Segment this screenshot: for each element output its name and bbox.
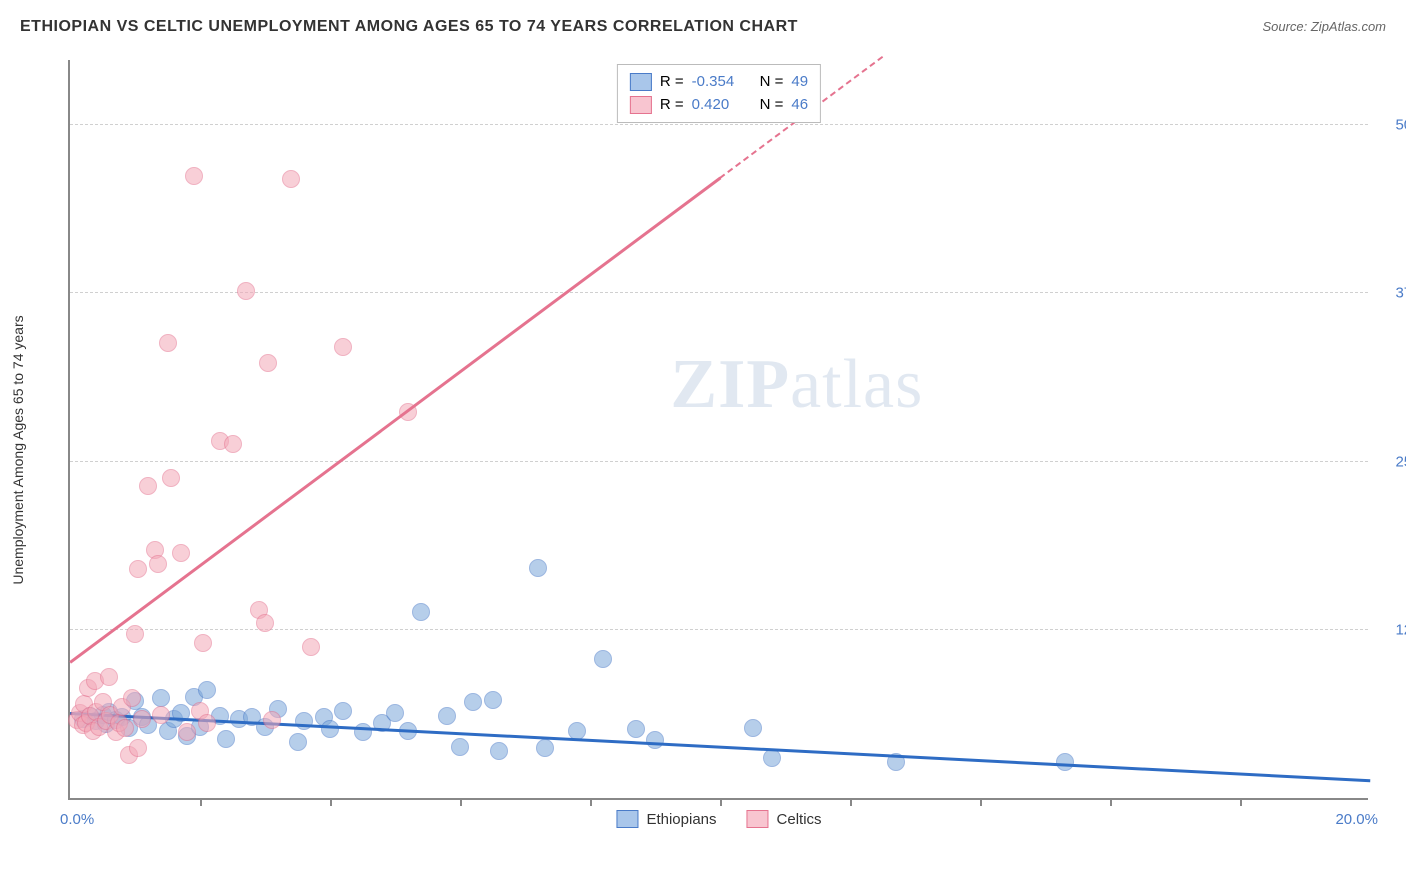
data-point bbox=[412, 603, 430, 621]
x-tick bbox=[1240, 798, 1242, 806]
data-point bbox=[529, 559, 547, 577]
x-axis-max-label: 20.0% bbox=[1335, 811, 1378, 828]
data-point bbox=[133, 710, 151, 728]
gridline bbox=[70, 292, 1368, 293]
legend-row: R = 0.420 N = 46 bbox=[630, 94, 808, 117]
data-point bbox=[451, 738, 469, 756]
data-point bbox=[224, 435, 242, 453]
n-value: 46 bbox=[791, 94, 808, 117]
x-tick bbox=[330, 798, 332, 806]
data-point bbox=[1056, 753, 1074, 771]
data-point bbox=[159, 334, 177, 352]
data-point bbox=[594, 650, 612, 668]
r-label: R = bbox=[660, 94, 684, 117]
series-legend: Ethiopians Celtics bbox=[616, 810, 821, 828]
plot-area: ZIPatlas R =-0.354N =49R =0.420N =46 0.0… bbox=[68, 60, 1368, 800]
n-label: N = bbox=[760, 94, 784, 117]
legend-swatch bbox=[616, 810, 638, 828]
legend-swatch bbox=[747, 810, 769, 828]
r-label: R = bbox=[660, 71, 684, 94]
legend-label: Celtics bbox=[777, 811, 822, 828]
x-axis-min-label: 0.0% bbox=[60, 811, 94, 828]
data-point bbox=[256, 614, 274, 632]
y-tick-label: 50.0% bbox=[1395, 117, 1406, 134]
watermark-zip: ZIP bbox=[670, 346, 790, 423]
data-point bbox=[464, 693, 482, 711]
data-point bbox=[152, 706, 170, 724]
gridline bbox=[70, 124, 1368, 125]
trend-line bbox=[69, 177, 720, 663]
x-tick bbox=[980, 798, 982, 806]
data-point bbox=[217, 730, 235, 748]
data-point bbox=[334, 702, 352, 720]
y-axis-label: Unemployment Among Ages 65 to 74 years bbox=[10, 315, 26, 584]
data-point bbox=[386, 704, 404, 722]
legend-row: R = -0.354 N = 49 bbox=[630, 71, 808, 94]
data-point bbox=[334, 338, 352, 356]
data-point bbox=[237, 282, 255, 300]
legend-swatch bbox=[630, 96, 652, 114]
y-tick-label: 12.5% bbox=[1395, 621, 1406, 638]
n-label: N = bbox=[760, 71, 784, 94]
data-point bbox=[116, 719, 134, 737]
data-point bbox=[263, 711, 281, 729]
x-tick bbox=[1110, 798, 1112, 806]
data-point bbox=[139, 477, 157, 495]
data-point bbox=[185, 167, 203, 185]
data-point bbox=[259, 354, 277, 372]
n-value: 49 bbox=[791, 71, 808, 94]
data-point bbox=[646, 731, 664, 749]
x-tick bbox=[200, 798, 202, 806]
data-point bbox=[129, 739, 147, 757]
data-point bbox=[129, 560, 147, 578]
x-tick bbox=[720, 798, 722, 806]
chart-title: ETHIOPIAN VS CELTIC UNEMPLOYMENT AMONG A… bbox=[20, 18, 798, 36]
legend-item: Celtics bbox=[747, 810, 822, 828]
data-point bbox=[744, 719, 762, 737]
x-tick bbox=[590, 798, 592, 806]
data-point bbox=[536, 739, 554, 757]
data-point bbox=[438, 707, 456, 725]
x-tick bbox=[460, 798, 462, 806]
data-point bbox=[198, 681, 216, 699]
legend-item: Ethiopians bbox=[616, 810, 716, 828]
data-point bbox=[354, 723, 372, 741]
data-point bbox=[627, 720, 645, 738]
data-point bbox=[295, 712, 313, 730]
correlation-legend: R = -0.354 N = 49 R = 0.420 N = 46 bbox=[617, 64, 821, 123]
data-point bbox=[123, 689, 141, 707]
data-point bbox=[490, 742, 508, 760]
r-value: -0.354 bbox=[692, 71, 752, 94]
data-point bbox=[289, 733, 307, 751]
gridline bbox=[70, 461, 1368, 462]
data-point bbox=[302, 638, 320, 656]
data-point bbox=[198, 714, 216, 732]
chart-header: ETHIOPIAN VS CELTIC UNEMPLOYMENT AMONG A… bbox=[20, 18, 1386, 36]
data-point bbox=[172, 544, 190, 562]
data-point bbox=[763, 749, 781, 767]
legend-swatch bbox=[630, 73, 652, 91]
y-tick-label: 37.5% bbox=[1395, 285, 1406, 302]
data-point bbox=[126, 625, 144, 643]
watermark-atlas: atlas bbox=[790, 346, 923, 423]
data-point bbox=[321, 720, 339, 738]
watermark: ZIPatlas bbox=[670, 345, 923, 425]
x-tick bbox=[850, 798, 852, 806]
chart-container: Unemployment Among Ages 65 to 74 years Z… bbox=[48, 50, 1388, 850]
r-value: 0.420 bbox=[692, 94, 752, 117]
y-tick-label: 25.0% bbox=[1395, 453, 1406, 470]
data-point bbox=[100, 668, 118, 686]
legend-label: Ethiopians bbox=[646, 811, 716, 828]
data-point bbox=[194, 634, 212, 652]
data-point bbox=[162, 469, 180, 487]
data-point bbox=[282, 170, 300, 188]
data-point bbox=[178, 723, 196, 741]
data-point bbox=[484, 691, 502, 709]
data-point bbox=[149, 555, 167, 573]
chart-source: Source: ZipAtlas.com bbox=[1262, 19, 1386, 34]
